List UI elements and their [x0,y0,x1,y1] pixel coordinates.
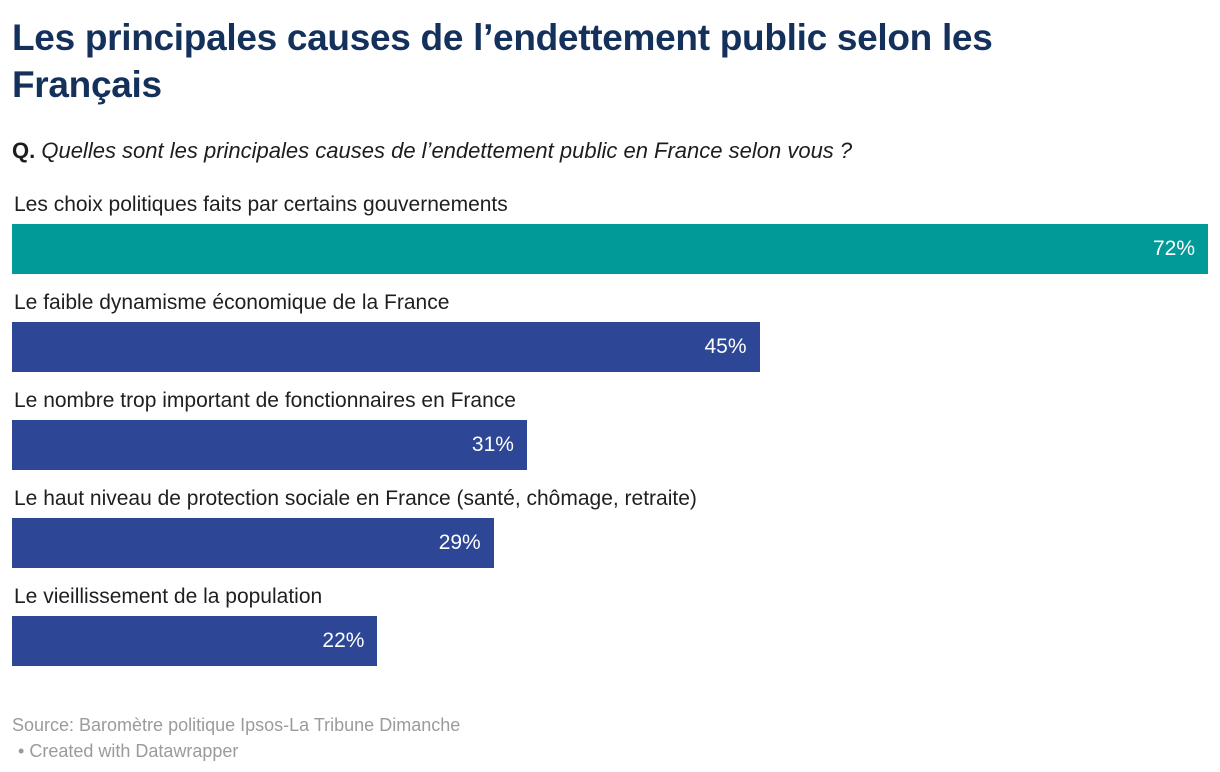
bar-row: Le nombre trop important de fonctionnair… [12,388,1208,470]
bar: 45% [12,322,760,372]
bar-row: Le haut niveau de protection sociale en … [12,486,1208,568]
chart-footer: Source: Baromètre politique Ipsos-La Tri… [12,712,1208,764]
bar-row: Le vieillissement de la population 22% [12,584,1208,666]
bar: 22% [12,616,378,666]
bar: 29% [12,518,494,568]
bar: 72% [12,224,1208,274]
bar-track: 22% [12,616,1208,666]
bar-row: Les choix politiques faits par certains … [12,192,1208,274]
bar-category-label: Le faible dynamisme économique de la Fra… [14,291,450,314]
bar-value-label: 29% [438,531,481,554]
bar-value-label: 31% [471,433,514,456]
bar-value-label: 22% [322,629,365,652]
bar-value-label: 45% [704,335,747,358]
title-line-2: Français [12,64,162,105]
bar-category-label: Le vieillissement de la population [14,585,323,608]
bar-track: 72% [12,224,1208,274]
bar-track: 45% [12,322,1208,372]
bar-category-label: Le nombre trop important de fonctionnair… [14,389,516,412]
page-title: Les principales causes de l’endettement … [12,14,1208,108]
source-text: Source: Baromètre politique Ipsos-La Tri… [12,715,461,735]
question-text: Quelles sont les principales causes de l… [35,138,853,163]
bar-track: 29% [12,518,1208,568]
bar-category-label: Le haut niveau de protection sociale en … [14,487,697,510]
title-line-1: Les principales causes de l’endettement … [12,17,993,58]
survey-question: Q. Quelles sont les principales causes d… [12,138,1208,164]
bar-row: Le faible dynamisme économique de la Fra… [12,290,1208,372]
attribution-line: • Created with Datawrapper [12,738,1208,764]
bar-chart: Les choix politiques faits par certains … [12,192,1208,666]
bar-category-label: Les choix politiques faits par certains … [14,193,508,216]
datawrapper-attribution-link[interactable]: Created with Datawrapper [29,741,239,761]
bar: 31% [12,420,527,470]
bullet-separator: • [18,741,25,761]
bar-track: 31% [12,420,1208,470]
bar-value-label: 72% [1152,237,1195,260]
question-prefix: Q. [12,138,36,163]
